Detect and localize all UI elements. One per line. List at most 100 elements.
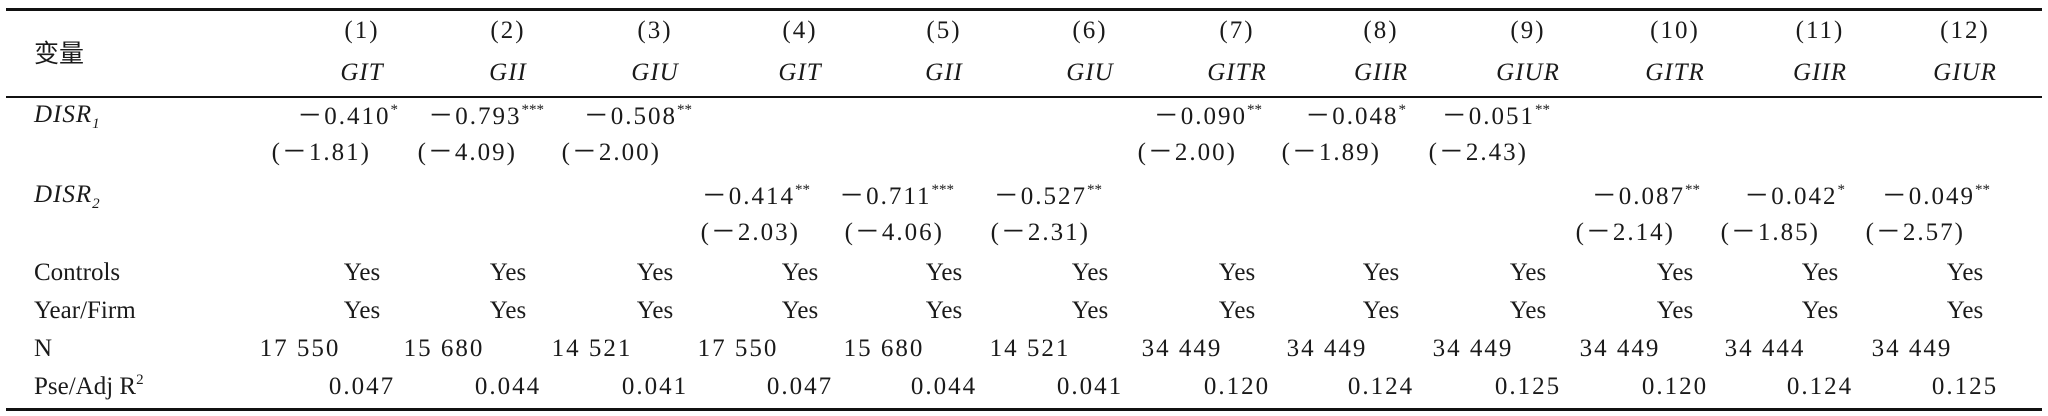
significance-stars: * (1398, 102, 1407, 118)
r2-cell: 0.124 (1347, 373, 1415, 400)
r2-cell: 0.041 (1056, 373, 1124, 400)
significance-stars: * (1837, 182, 1846, 198)
controls-cell: Yes (1362, 259, 1400, 286)
n-cell: 34 444 (1724, 335, 1806, 362)
header-rule (6, 96, 2042, 98)
year-firm-cell: Yes (1509, 297, 1547, 324)
coefficient-cell: －0.087** (1591, 182, 1700, 210)
dependent-variable: GITR (1645, 59, 1705, 86)
column-number: (11) (1795, 17, 1845, 44)
year-firm-cell: Yes (489, 297, 527, 324)
coefficient-cell: －0.527** (993, 182, 1102, 210)
dependent-variable: GIU (631, 59, 679, 86)
coefficient-cell: －0.048* (1305, 102, 1407, 130)
column-number: (2) (490, 17, 526, 44)
significance-stars: ** (1535, 102, 1550, 118)
coefficient-cell: －0.049** (1881, 182, 1990, 210)
t-statistic-cell: (－2.57) (1865, 219, 1965, 246)
n-cell: 34 449 (1871, 335, 1953, 362)
year-firm-cell: Yes (1656, 297, 1694, 324)
controls-cell: Yes (1656, 259, 1694, 286)
significance-stars: *** (521, 102, 545, 118)
n-cell: 14 521 (551, 335, 633, 362)
n-cell: 34 449 (1141, 335, 1223, 362)
dependent-variable: GIU (1066, 59, 1114, 86)
significance-stars: ** (1087, 182, 1102, 198)
coefficient-cell: －0.508** (583, 102, 692, 130)
column-number: (9) (1510, 17, 1546, 44)
t-statistic-cell: (－4.06) (844, 219, 944, 246)
r2-cell: 0.120 (1203, 373, 1271, 400)
year-firm-cell: Yes (1801, 297, 1839, 324)
r2-cell: 0.047 (766, 373, 834, 400)
row-label-year-firm: Year/Firm (34, 297, 136, 324)
row-label-disr2: DISR2 (34, 181, 101, 212)
controls-cell: Yes (925, 259, 963, 286)
significance-stars: ** (1975, 182, 1990, 198)
column-number: (4) (782, 17, 818, 44)
n-cell: 17 550 (259, 335, 341, 362)
r2-cell: 0.044 (910, 373, 978, 400)
row-label-r2: Pse/Adj R2 (34, 372, 144, 400)
significance-stars: *** (931, 182, 955, 198)
t-statistic-cell: (－1.81) (271, 139, 371, 166)
r2-cell: 0.125 (1931, 373, 1999, 400)
column-number: (10) (1650, 17, 1700, 44)
controls-cell: Yes (636, 259, 674, 286)
t-statistic-cell: (－4.09) (417, 139, 517, 166)
year-firm-cell: Yes (1218, 297, 1256, 324)
n-cell: 34 449 (1286, 335, 1368, 362)
dependent-variable: GIIR (1354, 59, 1408, 86)
controls-cell: Yes (781, 259, 819, 286)
t-statistic-cell: (－2.31) (990, 219, 1090, 246)
column-number: (8) (1363, 17, 1399, 44)
t-statistic-cell: (－2.00) (561, 139, 661, 166)
bottom-rule (6, 408, 2042, 411)
r2-cell: 0.047 (328, 373, 396, 400)
coefficient-cell: －0.711*** (839, 182, 955, 210)
controls-cell: Yes (1218, 259, 1256, 286)
controls-cell: Yes (1071, 259, 1109, 286)
dependent-variable: GII (925, 59, 963, 86)
row-label-n: N (34, 335, 53, 362)
dependent-variable: GITR (1207, 59, 1267, 86)
column-number: (5) (926, 17, 962, 44)
r2-cell: 0.041 (621, 373, 689, 400)
n-cell: 34 449 (1432, 335, 1514, 362)
coefficient-cell: －0.410* (297, 102, 398, 130)
coefficient-cell: －0.793*** (428, 102, 545, 130)
column-number: (12) (1940, 17, 1990, 44)
coefficient-cell: －0.051** (1441, 102, 1550, 130)
r2-cell: 0.120 (1641, 373, 1709, 400)
n-cell: 15 680 (403, 335, 485, 362)
year-firm-cell: Yes (1946, 297, 1984, 324)
dependent-variable: GIT (778, 59, 822, 86)
t-statistic-cell: (－1.85) (1720, 219, 1820, 246)
t-statistic-cell: (－2.03) (700, 219, 800, 246)
n-cell: 34 449 (1579, 335, 1661, 362)
significance-stars: ** (1247, 102, 1262, 118)
controls-cell: Yes (489, 259, 527, 286)
coefficient-cell: －0.042* (1744, 182, 1846, 210)
top-rule (6, 8, 2042, 11)
controls-cell: Yes (343, 259, 381, 286)
coefficient-cell: －0.090** (1153, 102, 1262, 130)
t-statistic-cell: (－1.89) (1281, 139, 1381, 166)
controls-cell: Yes (1801, 259, 1839, 286)
controls-cell: Yes (1946, 259, 1984, 286)
controls-cell: Yes (1509, 259, 1547, 286)
year-firm-cell: Yes (1362, 297, 1400, 324)
r2-cell: 0.125 (1494, 373, 1562, 400)
row-label-disr1: DISR1 (34, 101, 101, 132)
column-number: (7) (1219, 17, 1255, 44)
year-firm-cell: Yes (1071, 297, 1109, 324)
year-firm-cell: Yes (781, 297, 819, 324)
dependent-variable: GIUR (1496, 59, 1560, 86)
n-cell: 15 680 (843, 335, 925, 362)
year-firm-cell: Yes (636, 297, 674, 324)
column-number: (3) (637, 17, 673, 44)
t-statistic-cell: (－2.00) (1137, 139, 1237, 166)
significance-stars: ** (677, 102, 692, 118)
r2-cell: 0.124 (1786, 373, 1854, 400)
column-number: (6) (1072, 17, 1108, 44)
